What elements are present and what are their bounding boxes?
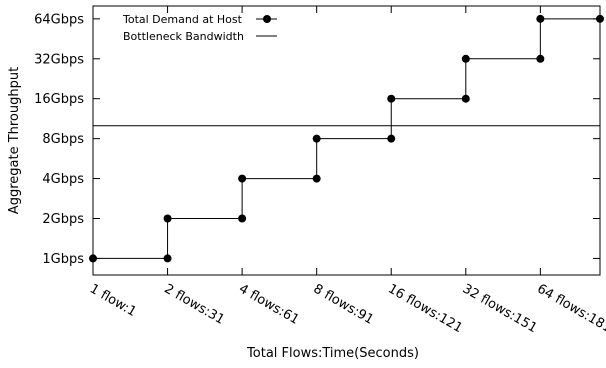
total-demand-point xyxy=(387,134,396,143)
total-demand-point xyxy=(238,214,247,223)
total-demand-point xyxy=(387,94,396,103)
y-tick-label: 64Gbps xyxy=(34,12,84,27)
legend-label-bottleneck: Bottleneck Bandwidth xyxy=(123,30,244,43)
total-demand-point xyxy=(89,254,97,263)
x-axis-title: Total Flows:Time(Seconds) xyxy=(246,346,419,361)
y-tick-label: 1Gbps xyxy=(42,252,84,267)
plot-area-border xyxy=(92,5,601,276)
x-axis: 1 flow:1 2 flows:31 4 flows:61 8 flows:91 16… xyxy=(87,6,606,336)
x-tick-label: 16 flows:121 xyxy=(385,281,465,336)
total-demand-point xyxy=(312,134,321,143)
total-demand-point xyxy=(461,54,470,63)
y-tick-label: 32Gbps xyxy=(34,52,84,67)
legend-label-demand: Total Demand at Host xyxy=(122,13,243,26)
x-tick-label: 2 flows:31 xyxy=(162,281,227,327)
total-demand-point xyxy=(163,254,172,263)
total-demand-line xyxy=(93,18,600,259)
total-demand-point xyxy=(461,94,470,103)
y-axis-title: Aggregate Throughput xyxy=(7,67,22,214)
legend: Total Demand at Host Bottleneck Bandwidth xyxy=(122,13,277,43)
total-demand-point xyxy=(536,54,545,63)
legend-swatch-demand-marker xyxy=(263,15,271,23)
x-tick-label: 1 flow:1 xyxy=(87,281,139,320)
x-tick-label: 4 flows:61 xyxy=(236,281,301,327)
series-layer xyxy=(89,14,604,263)
y-tick-label: 4Gbps xyxy=(42,172,84,187)
y-axis: 1Gbps 2Gbps 4Gbps 8Gbps 16Gbps 32Gbps 64Gbps xyxy=(34,12,600,267)
y-tick-label: 2Gbps xyxy=(42,212,84,227)
total-demand-point xyxy=(163,214,172,223)
total-demand-point xyxy=(312,174,321,183)
total-demand-point xyxy=(238,174,247,183)
x-tick-label: 8 flows:91 xyxy=(311,281,376,327)
y-tick-label: 8Gbps xyxy=(42,132,84,147)
x-tick-label: 64 flows:181 xyxy=(534,281,606,336)
total-demand-point xyxy=(536,14,545,23)
x-tick-label: 32 flows:151 xyxy=(460,281,540,336)
total-demand-point xyxy=(596,14,604,23)
y-tick-label: 16Gbps xyxy=(34,92,84,107)
plot-frame xyxy=(92,5,601,276)
